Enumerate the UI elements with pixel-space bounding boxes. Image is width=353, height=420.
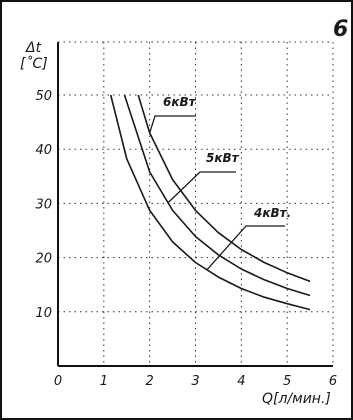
x-tick-label-6: 6 (329, 374, 337, 389)
y-tick-label-50: 50 (35, 89, 52, 104)
curve-1 (137, 94, 311, 283)
y-tick-label-10: 10 (35, 306, 52, 321)
y-tick-label-20: 20 (35, 252, 52, 267)
curve-label-2: 5кВт (206, 151, 240, 165)
x-tick-label-1: 1 (100, 374, 108, 389)
x-tick-label-5: 5 (283, 374, 291, 389)
x-tick-label-3: 3 (191, 374, 199, 389)
x-axis-label: Q[л/мин.] (262, 391, 331, 407)
y-axis-symbol: Δt (25, 40, 42, 56)
x-tick-label-2: 2 (146, 374, 154, 389)
y-tick-labels: 10 20 30 40 50 (35, 89, 52, 321)
x-tick-labels: 0 1 2 3 4 5 6 (54, 374, 337, 389)
x-tick-label-0: 0 (54, 374, 62, 389)
y-axis-unit: [˚C] (20, 55, 48, 72)
curve-label-leaders: 6кВт 5кВт 4кВт. (149, 95, 291, 271)
curves (109, 94, 311, 311)
grid-lines (58, 42, 333, 366)
curve-3 (109, 94, 311, 311)
y-tick-label-30: 30 (35, 197, 52, 212)
leader-line-2 (167, 171, 236, 204)
axes (57, 41, 334, 367)
x-tick-label-4: 4 (237, 374, 245, 389)
panel-number: 6 (333, 17, 348, 42)
curve-2 (123, 94, 311, 297)
leader-line-3 (206, 225, 285, 271)
y-tick-label-40: 40 (35, 143, 52, 158)
curve-label-1: 6кВт (163, 95, 197, 109)
curve-label-3: 4кВт. (253, 206, 291, 220)
leader-line-1 (149, 115, 196, 134)
